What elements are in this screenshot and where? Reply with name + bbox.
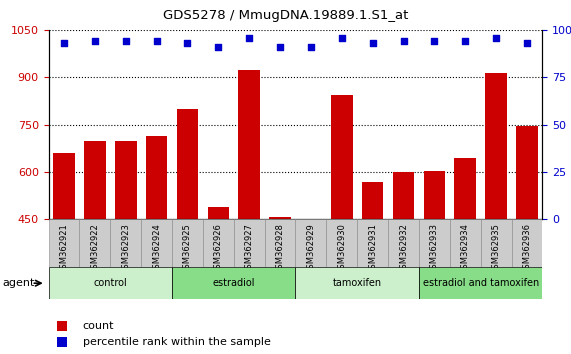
Text: agent: agent [3, 278, 35, 288]
Bar [357, 219, 388, 267]
Bar [53, 153, 75, 354]
Point [461, 39, 470, 44]
Bar [49, 267, 172, 299]
Bar [296, 267, 419, 299]
Text: GSM362929: GSM362929 [307, 223, 315, 274]
Bar [455, 158, 476, 354]
Text: percentile rank within the sample: percentile rank within the sample [83, 337, 271, 347]
Point [244, 35, 254, 40]
Bar [234, 219, 264, 267]
Bar [270, 217, 291, 354]
Bar [207, 207, 229, 354]
Text: GSM362931: GSM362931 [368, 223, 377, 274]
Bar [84, 141, 106, 354]
Text: GSM362935: GSM362935 [492, 223, 501, 274]
Bar [516, 126, 538, 354]
Text: estradiol and tamoxifen: estradiol and tamoxifen [423, 278, 539, 288]
Point [90, 39, 99, 44]
Text: GSM362923: GSM362923 [121, 223, 130, 274]
Bar [110, 219, 141, 267]
Bar [238, 69, 260, 354]
Text: GSM362924: GSM362924 [152, 223, 161, 274]
Text: GSM362925: GSM362925 [183, 223, 192, 274]
Point [399, 39, 408, 44]
Bar [264, 219, 296, 267]
Bar [146, 136, 167, 354]
Bar [115, 141, 136, 354]
Text: control: control [94, 278, 127, 288]
Text: GSM362922: GSM362922 [90, 223, 99, 274]
Bar [424, 171, 445, 354]
Point [121, 39, 130, 44]
Bar [79, 219, 110, 267]
Point [430, 39, 439, 44]
Bar [141, 219, 172, 267]
Text: GSM362932: GSM362932 [399, 223, 408, 274]
Point [214, 44, 223, 50]
Point [522, 40, 532, 46]
Text: GSM362936: GSM362936 [522, 223, 532, 274]
Bar [172, 267, 296, 299]
Point [183, 40, 192, 46]
Text: GSM362928: GSM362928 [276, 223, 284, 274]
Point [307, 44, 316, 50]
Bar [327, 219, 357, 267]
Point [152, 39, 161, 44]
Bar [172, 219, 203, 267]
Bar [485, 73, 507, 354]
Bar [362, 182, 384, 354]
Bar [331, 95, 353, 354]
Point [337, 35, 347, 40]
Bar [419, 219, 450, 267]
Text: GSM362934: GSM362934 [461, 223, 470, 274]
Text: GSM362926: GSM362926 [214, 223, 223, 274]
Bar [388, 219, 419, 267]
Text: estradiol: estradiol [212, 278, 255, 288]
Bar [481, 219, 512, 267]
Text: tamoxifen: tamoxifen [333, 278, 382, 288]
Bar [300, 218, 321, 354]
Point [59, 40, 69, 46]
Bar [512, 219, 542, 267]
Point [275, 44, 284, 50]
Bar [203, 219, 234, 267]
Bar [450, 219, 481, 267]
Point [492, 35, 501, 40]
Text: GDS5278 / MmugDNA.19889.1.S1_at: GDS5278 / MmugDNA.19889.1.S1_at [163, 9, 408, 22]
Text: GSM362921: GSM362921 [59, 223, 69, 274]
Bar [49, 219, 79, 267]
Text: GSM362930: GSM362930 [337, 223, 346, 274]
Bar [296, 219, 327, 267]
Text: GSM362933: GSM362933 [430, 223, 439, 274]
Point [368, 40, 377, 46]
Bar [393, 172, 415, 354]
Text: count: count [83, 321, 114, 331]
Bar [176, 109, 198, 354]
Text: GSM362927: GSM362927 [245, 223, 254, 274]
Bar [419, 267, 542, 299]
